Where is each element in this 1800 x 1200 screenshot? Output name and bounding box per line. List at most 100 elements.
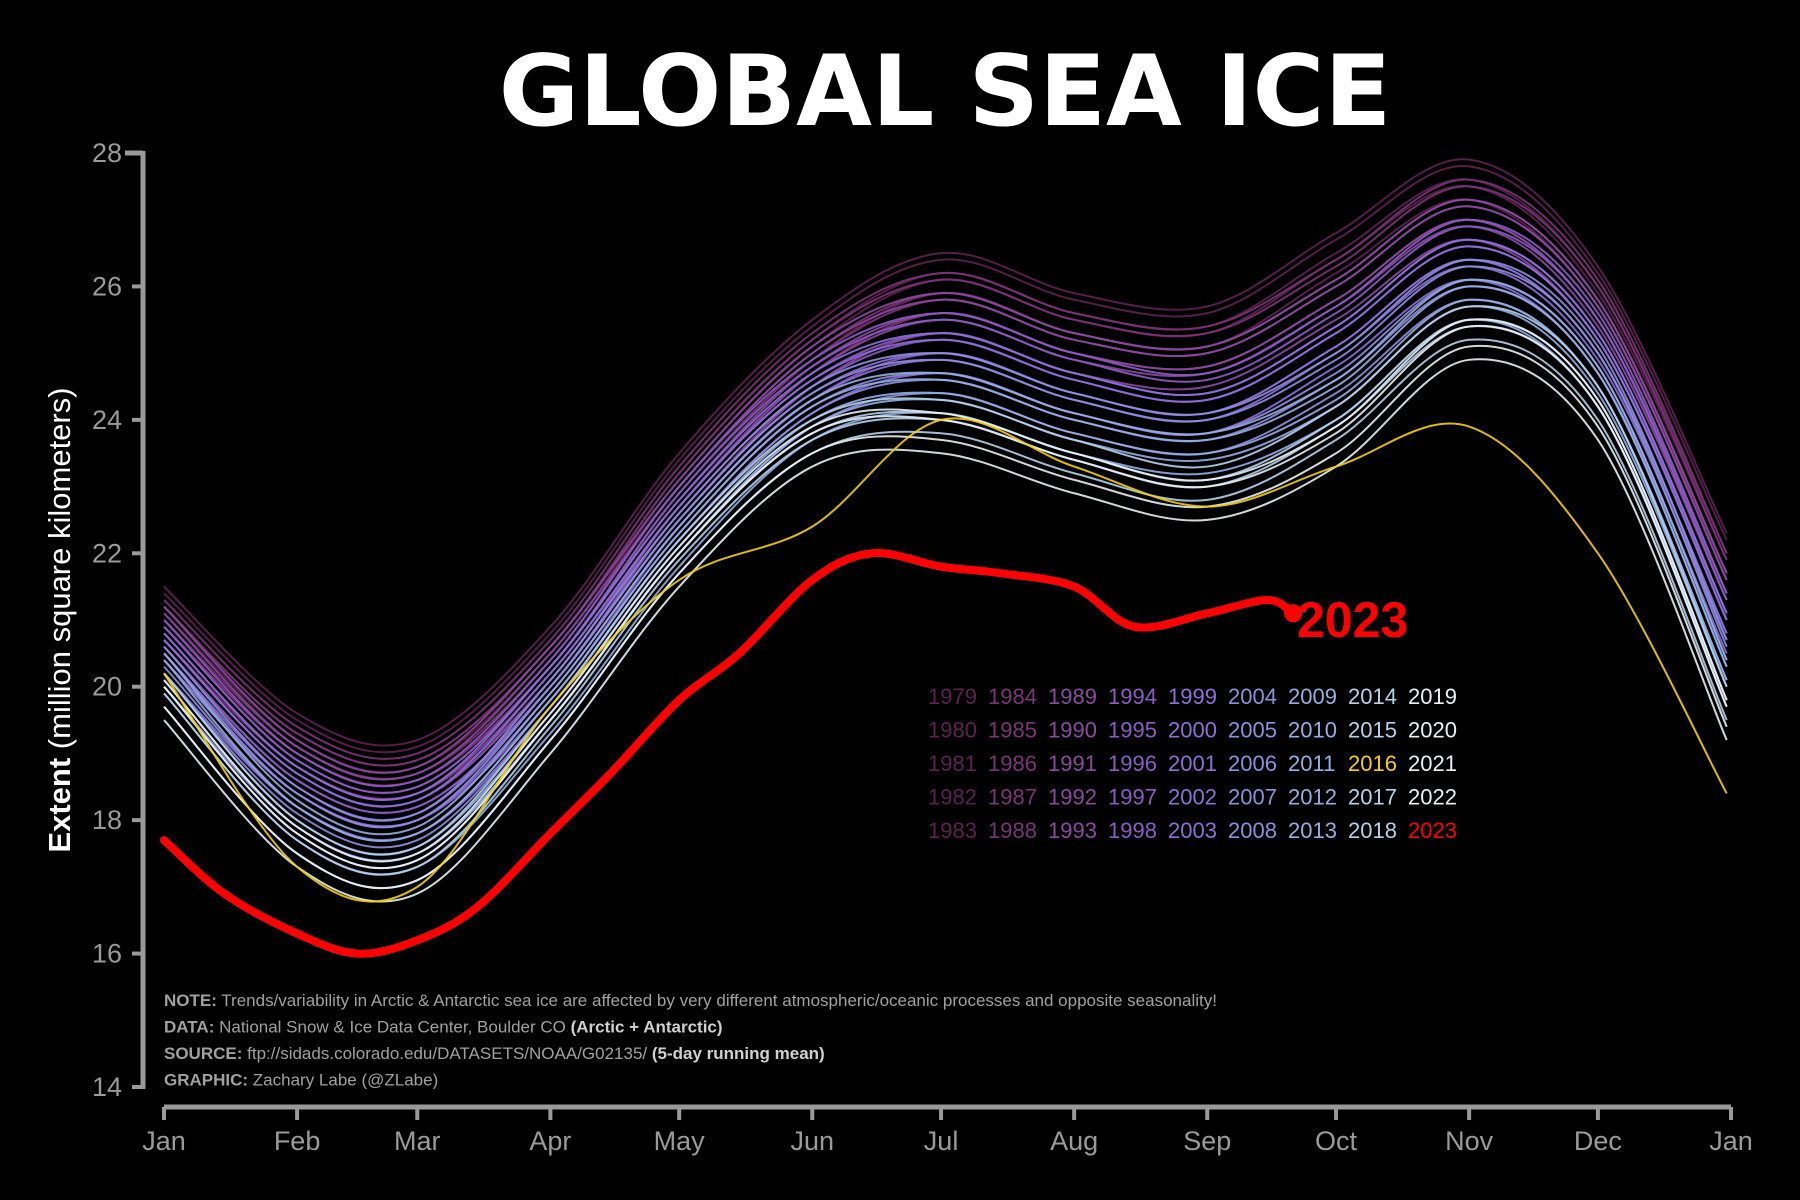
- legend-entry-1981: 1981: [928, 751, 977, 776]
- series-line-2020: [163, 344, 1728, 890]
- series-line-1981: [163, 158, 1728, 747]
- series-line-2022: [163, 358, 1728, 903]
- x-tick-label: Nov: [1445, 1126, 1494, 1156]
- note-text: National Snow & Ice Data Center, Boulder…: [214, 1018, 570, 1037]
- note-text: ftp://sidads.colorado.edu/DATASETS/NOAA/…: [242, 1044, 651, 1063]
- series-line-2021: [163, 318, 1728, 863]
- legend-entry-2017: 2017: [1348, 785, 1397, 810]
- note-text: Zachary Labe (@ZLabe): [248, 1071, 438, 1090]
- legend-entry-1993: 1993: [1048, 818, 1097, 843]
- note-extra: (Arctic + Antarctic): [571, 1018, 723, 1037]
- legend-entry-2016: 2016: [1348, 751, 1397, 776]
- legend-entry-1982: 1982: [928, 785, 977, 810]
- legend-entry-1992: 1992: [1048, 785, 1097, 810]
- legend-entry-2004: 2004: [1228, 684, 1277, 709]
- series-line-1991: [163, 198, 1728, 774]
- legend-entry-2007: 2007: [1228, 785, 1277, 810]
- legend-entry-2009: 2009: [1288, 684, 1337, 709]
- x-tick-label: Jun: [790, 1126, 834, 1156]
- legend-entry-2020: 2020: [1408, 718, 1457, 743]
- series-line-1996: [163, 218, 1728, 788]
- legend-entry-2005: 2005: [1228, 718, 1277, 743]
- series-line-2009: [163, 285, 1728, 842]
- current-year-label: 2023: [1297, 592, 1408, 648]
- note-extra: (5-day running mean): [652, 1044, 825, 1063]
- x-tick-label: Apr: [529, 1126, 571, 1156]
- y-tick-label: 22: [92, 538, 122, 568]
- legend-entry-1999: 1999: [1168, 684, 1217, 709]
- current-year-line: [160, 549, 1303, 958]
- y-tick-label: 18: [92, 805, 122, 835]
- chart-title: GLOBAL SEA ICE: [499, 35, 1392, 149]
- legend-entry-2023: 2023: [1408, 818, 1457, 843]
- notes: NOTE: Trends/variability in Arctic & Ant…: [164, 991, 1217, 1090]
- legend-entry-2022: 2022: [1408, 785, 1457, 810]
- y-tick-label: 20: [92, 672, 122, 702]
- legend-entry-1980: 1980: [928, 718, 977, 743]
- current-year-endpoint: [1284, 604, 1303, 623]
- x-tick-label: Jan: [142, 1126, 186, 1156]
- series-line-1986: [163, 178, 1728, 760]
- series-line-2014: [163, 305, 1728, 856]
- note-label: GRAPHIC:: [164, 1071, 248, 1090]
- legend-entry-1984: 1984: [988, 684, 1037, 709]
- legend-entry-1986: 1986: [988, 751, 1037, 776]
- x-tick-label: Oct: [1315, 1126, 1358, 1156]
- legend-entry-1997: 1997: [1108, 785, 1157, 810]
- series-line-1979: [163, 165, 1728, 754]
- series-line-2016: [163, 417, 1728, 903]
- note-label: NOTE:: [164, 991, 217, 1010]
- y-tick-label: 24: [92, 405, 122, 435]
- series-line-2001: [163, 238, 1728, 802]
- legend-entry-2006: 2006: [1228, 751, 1277, 776]
- x-tick-label: Sep: [1183, 1126, 1231, 1156]
- x-tick-label: Mar: [394, 1126, 441, 1156]
- legend-entry-2011: 2011: [1288, 751, 1335, 776]
- y-axis-label: Extent (million square kilometers): [42, 387, 77, 852]
- legend-entry-2001: 2001: [1168, 751, 1217, 776]
- x-tick-label: May: [654, 1126, 706, 1156]
- legend-entry-2018: 2018: [1348, 818, 1397, 843]
- note-label: DATA:: [164, 1018, 214, 1037]
- x-tick-label: Dec: [1574, 1126, 1622, 1156]
- series-line-2011: [163, 278, 1728, 836]
- legend-entry-2019: 2019: [1408, 684, 1457, 709]
- legend-entry-1995: 1995: [1108, 718, 1157, 743]
- legend-entry-1996: 1996: [1108, 751, 1157, 776]
- x-tick-label: Jan: [1709, 1126, 1753, 1156]
- x-tick-label: Jul: [924, 1126, 959, 1156]
- legend-entry-1990: 1990: [1048, 718, 1097, 743]
- legend-entry-2008: 2008: [1228, 818, 1277, 843]
- legend-entry-2014: 2014: [1348, 684, 1397, 709]
- series-line-2023: [160, 549, 1298, 958]
- y-axis-label-bold: Extent: [42, 758, 77, 853]
- series-line-1994: [163, 225, 1728, 794]
- legend-entry-1979: 1979: [928, 684, 977, 709]
- legend-entry-2015: 2015: [1348, 718, 1397, 743]
- note-line: DATA: National Snow & Ice Data Center, B…: [164, 1018, 723, 1037]
- series-line-1984: [163, 185, 1728, 767]
- legend-entry-2003: 2003: [1168, 818, 1217, 843]
- legend-entry-2021: 2021: [1408, 751, 1457, 776]
- note-label: SOURCE:: [164, 1044, 242, 1063]
- y-tick-label: 16: [92, 939, 122, 969]
- note-line: SOURCE: ftp://sidads.colorado.edu/DATASE…: [164, 1044, 825, 1063]
- legend-entry-2010: 2010: [1288, 718, 1337, 743]
- series-lines: [163, 158, 1728, 903]
- legend-entry-1994: 1994: [1108, 684, 1157, 709]
- legend-entry-1989: 1989: [1048, 684, 1097, 709]
- y-tick-label: 14: [92, 1072, 122, 1102]
- series-line-2004: [163, 265, 1728, 829]
- legend-entry-1983: 1983: [928, 818, 977, 843]
- legend-entry-1985: 1985: [988, 718, 1037, 743]
- legend-entry-1991: 1991: [1048, 751, 1097, 776]
- y-tick-label: 26: [92, 271, 122, 301]
- legend-entry-1998: 1998: [1108, 818, 1157, 843]
- note-line: NOTE: Trends/variability in Arctic & Ant…: [164, 991, 1217, 1010]
- note-line: GRAPHIC: Zachary Labe (@ZLabe): [164, 1071, 438, 1090]
- legend-entry-2002: 2002: [1168, 785, 1217, 810]
- y-axis-label-units: (million square kilometers): [42, 387, 77, 749]
- series-line-1999: [163, 245, 1728, 808]
- y-tick-label: 28: [92, 138, 122, 168]
- x-tick-label: Aug: [1050, 1126, 1098, 1156]
